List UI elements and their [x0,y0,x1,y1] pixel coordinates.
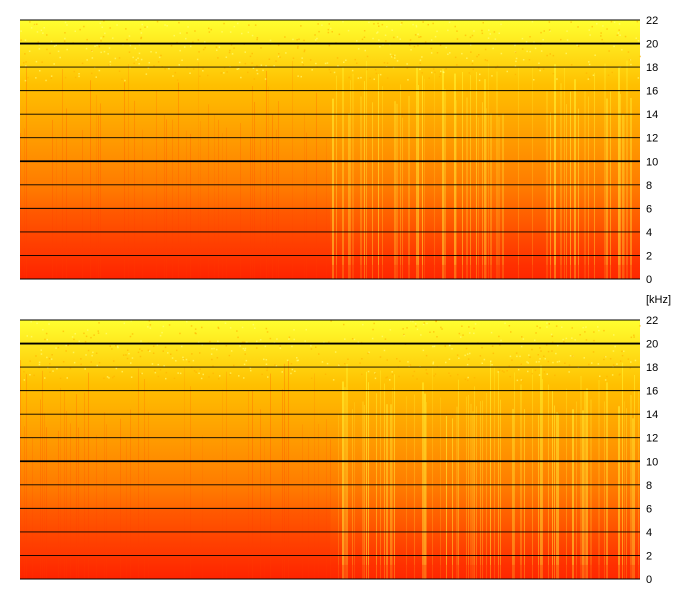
y-tick-label-0: 0 [646,274,652,286]
y-tick-label-22: 22 [646,15,658,27]
y-tick-label-2: 2 [646,550,652,562]
y-tick-label-12: 12 [646,433,658,445]
y-tick-label-20: 20 [646,39,658,51]
y-tick-label-0: 0 [646,574,652,586]
y-tick-label-14: 14 [646,409,658,421]
y-tick-label-14: 14 [646,109,658,121]
y-tick-label-10: 10 [646,456,658,468]
spectrogram-texture [20,320,641,579]
y-tick-label-4: 4 [646,527,652,539]
spectrogram-base [20,20,640,279]
y-tick-label-4: 4 [646,227,652,239]
y-tick-label-22: 22 [646,315,658,327]
spectrogram-texture [20,20,641,280]
y-tick-label-12: 12 [646,133,658,145]
y-tick-label-16: 16 [646,86,658,98]
y-tick-label-2: 2 [646,250,652,262]
y-tick-label-8: 8 [646,480,652,492]
y-tick-label-18: 18 [646,362,658,374]
y-tick-label-18: 18 [646,62,658,74]
spectrogram-bottom-panel: 0 2 4 6 8 10 12 14 16 18 20 22 [20,315,658,586]
y-tick-label-8: 8 [646,180,652,192]
y-tick-label-16: 16 [646,386,658,398]
y-tick-label-6: 6 [646,503,652,515]
y-tick-label-6: 6 [646,203,652,215]
y-tick-label-10: 10 [646,156,658,168]
kHz-unit-label: [kHz] [646,294,671,306]
y-tick-label-20: 20 [646,339,658,351]
spectrogram-base [20,320,640,579]
spectrogram-top-panel: 0 2 4 6 8 10 12 14 16 18 20 22 [20,15,658,286]
